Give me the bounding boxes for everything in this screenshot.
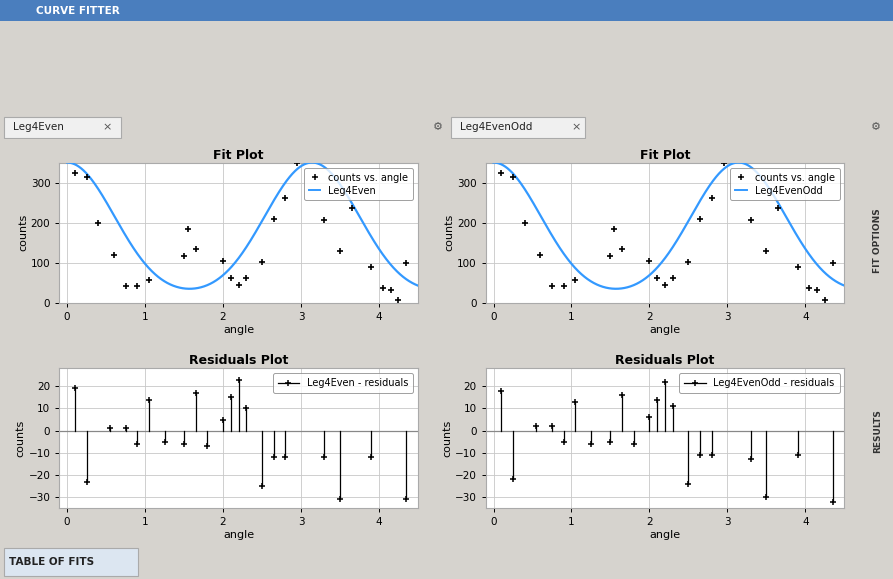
- Y-axis label: counts: counts: [442, 420, 452, 457]
- Point: [518, 218, 532, 228]
- Point: [142, 275, 156, 284]
- Legend: counts vs. angle, Leg4EvenOdd: counts vs. angle, Leg4EvenOdd: [730, 168, 839, 200]
- Text: TABLE OF FITS: TABLE OF FITS: [9, 556, 94, 567]
- Text: FIT OPTIONS: FIT OPTIONS: [872, 208, 882, 273]
- Point: [383, 285, 397, 295]
- Point: [802, 284, 816, 293]
- X-axis label: angle: angle: [649, 325, 680, 335]
- FancyBboxPatch shape: [4, 548, 138, 576]
- Point: [665, 273, 680, 283]
- Point: [107, 250, 121, 259]
- Point: [533, 250, 547, 259]
- Legend: Leg4EvenOdd - residuals: Leg4EvenOdd - residuals: [680, 373, 839, 393]
- Point: [658, 280, 672, 290]
- Point: [505, 173, 520, 182]
- X-axis label: angle: angle: [223, 325, 255, 335]
- Point: [650, 273, 664, 283]
- Point: [177, 251, 191, 260]
- Point: [693, 214, 707, 223]
- Title: Residuals Plot: Residuals Plot: [189, 354, 288, 367]
- Legend: Leg4Even - residuals: Leg4Even - residuals: [273, 373, 413, 393]
- Point: [188, 244, 203, 254]
- Point: [545, 281, 559, 291]
- Point: [119, 281, 133, 291]
- Text: CURVE FITTER: CURVE FITTER: [36, 6, 120, 16]
- X-axis label: angle: angle: [223, 530, 255, 540]
- Point: [759, 246, 773, 255]
- Point: [279, 193, 293, 203]
- Y-axis label: counts: counts: [16, 420, 26, 457]
- Point: [180, 224, 195, 233]
- Title: Fit Plot: Fit Plot: [213, 149, 264, 162]
- Point: [716, 158, 730, 167]
- Text: ⚙: ⚙: [433, 122, 443, 132]
- Point: [231, 280, 246, 290]
- Point: [68, 168, 82, 178]
- Point: [267, 214, 281, 223]
- Point: [224, 273, 238, 283]
- Title: Fit Plot: Fit Plot: [639, 149, 690, 162]
- Text: Leg4EvenOdd: Leg4EvenOdd: [460, 122, 532, 132]
- Point: [79, 173, 94, 182]
- Point: [556, 281, 571, 291]
- Point: [239, 273, 254, 283]
- Point: [345, 203, 359, 212]
- Point: [216, 256, 230, 265]
- Point: [399, 258, 413, 267]
- Point: [391, 295, 405, 305]
- Text: RESULTS: RESULTS: [872, 409, 882, 453]
- Point: [568, 275, 582, 284]
- Text: Leg4Even: Leg4Even: [13, 122, 64, 132]
- Y-axis label: counts: counts: [445, 214, 455, 251]
- Point: [818, 295, 832, 305]
- FancyBboxPatch shape: [0, 0, 893, 21]
- Y-axis label: counts: counts: [18, 214, 28, 251]
- Point: [615, 244, 630, 254]
- Point: [494, 168, 508, 178]
- Point: [607, 224, 622, 233]
- Point: [744, 215, 758, 224]
- Point: [705, 193, 719, 203]
- Point: [790, 262, 805, 272]
- Point: [130, 281, 145, 291]
- Text: ⚙: ⚙: [871, 122, 880, 132]
- Point: [290, 158, 305, 167]
- Text: ×: ×: [103, 122, 112, 132]
- Point: [604, 251, 618, 260]
- Text: ×: ×: [572, 122, 580, 132]
- Point: [376, 284, 390, 293]
- Point: [317, 215, 331, 224]
- Point: [364, 262, 379, 272]
- FancyBboxPatch shape: [4, 118, 121, 138]
- X-axis label: angle: angle: [649, 530, 680, 540]
- Point: [91, 218, 105, 228]
- FancyBboxPatch shape: [451, 118, 585, 138]
- Point: [810, 285, 824, 295]
- Point: [333, 246, 347, 255]
- Title: Residuals Plot: Residuals Plot: [615, 354, 714, 367]
- Point: [255, 258, 269, 267]
- Point: [642, 256, 656, 265]
- Point: [771, 203, 785, 212]
- Point: [681, 258, 696, 267]
- Legend: counts vs. angle, Leg4Even: counts vs. angle, Leg4Even: [304, 168, 413, 200]
- Point: [825, 258, 839, 267]
